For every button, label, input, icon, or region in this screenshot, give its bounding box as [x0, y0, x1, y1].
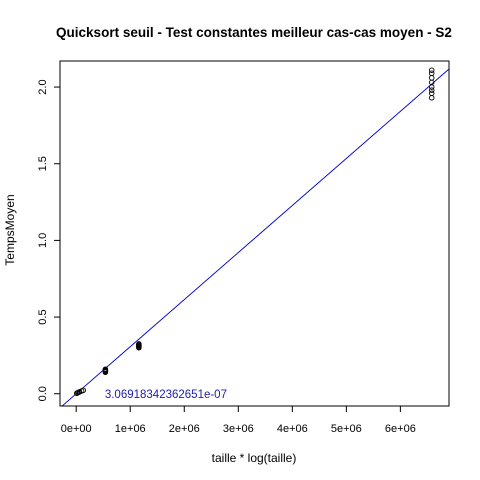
x-tick-label: 5e+06 — [331, 423, 362, 435]
data-point — [102, 369, 109, 376]
data-point — [428, 90, 435, 96]
chart-title: Quicksort seuil - Test constantes meille… — [56, 25, 452, 40]
fit-line — [61, 68, 449, 406]
data-point — [428, 67, 435, 73]
x-tick-label: 2e+06 — [169, 423, 200, 435]
data-point — [76, 389, 82, 395]
plot-area: 0e+00 1e+06 2e+06 3e+06 4e+06 5e+06 6e+06 0.0 0.… — [37, 60, 450, 435]
data-point — [136, 341, 142, 347]
data-point — [428, 87, 435, 93]
y-tick-label: 2.0 — [37, 79, 49, 94]
x-tick-label: 3e+06 — [223, 423, 254, 435]
x-tick-label: 1e+06 — [115, 423, 146, 435]
x-axis-label: taille * log(taille) — [212, 451, 297, 465]
data-point — [428, 70, 435, 77]
data-point — [136, 344, 142, 351]
x-tick-label: 0e+00 — [61, 423, 92, 435]
x-tick-label: 6e+06 — [385, 423, 416, 435]
y-tick-label: 0.0 — [37, 386, 49, 401]
y-tick-label: 1.5 — [37, 156, 49, 171]
x-tick-label: 4e+06 — [277, 423, 308, 435]
y-axis-label: TempsMoyen — [3, 194, 17, 265]
slope-annotation: 3.06918342362651e-07 — [105, 389, 227, 401]
y-tick-label: 0.5 — [37, 309, 49, 324]
y-tick-label: 1.0 — [37, 233, 49, 248]
data-point — [102, 367, 109, 374]
